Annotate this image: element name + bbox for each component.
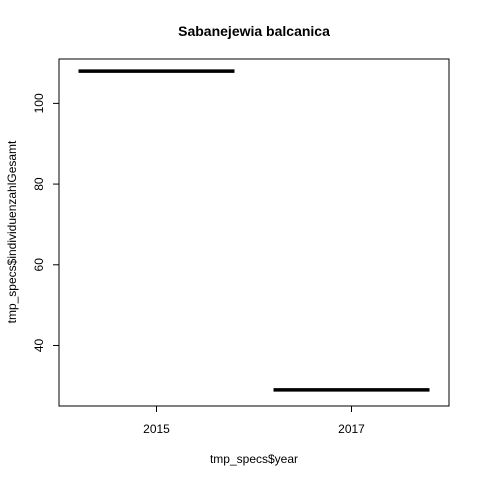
y-tick-label: 80	[32, 177, 46, 191]
y-axis: 40 60 80 100	[32, 93, 59, 352]
chart-title: Sabanejewia balcanica	[178, 23, 330, 39]
y-axis-label: tmp_specs$individuenzahlGesamt	[5, 140, 19, 323]
y-tick-label: 60	[32, 258, 46, 272]
x-axis-label: tmp_specs$year	[210, 452, 298, 466]
x-tick-label: 2017	[338, 422, 365, 436]
y-tick-label: 40	[32, 338, 46, 352]
x-tick-label: 2015	[143, 422, 170, 436]
x-axis: 2015 2017	[143, 406, 365, 436]
y-tick-label: 100	[32, 93, 46, 113]
data-marks	[78, 69, 430, 392]
plot-frame	[58, 58, 450, 407]
